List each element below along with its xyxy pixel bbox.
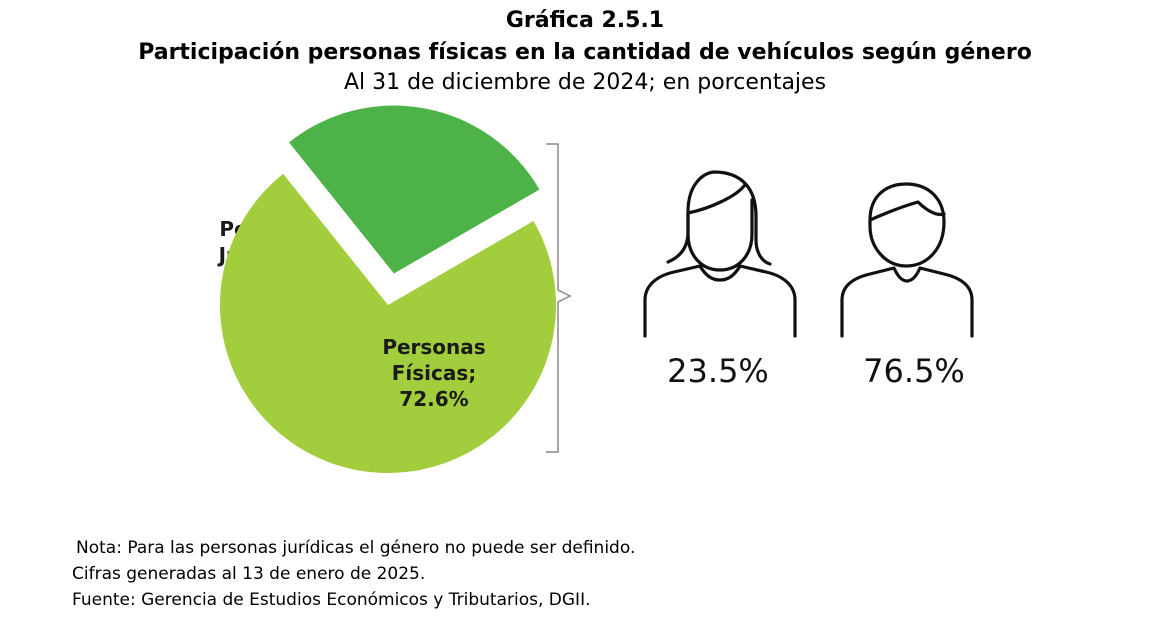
note-text: Nota: Para las personas jurídicas el gén… <box>76 538 636 558</box>
figure-number: Gráfica 2.5.1 <box>505 8 665 33</box>
man-icon <box>840 182 974 338</box>
chart-title: Participación personas físicas en la can… <box>138 40 1032 65</box>
slice-label-fisicas: Personas Físicas; 72.6% <box>382 335 485 411</box>
woman-icon <box>643 170 797 338</box>
gender-pictograph <box>643 170 974 338</box>
pct-label-men: 76.5% <box>863 352 965 390</box>
pie-slice-fisicas <box>219 173 556 474</box>
pie-slice-juridicas <box>289 105 540 274</box>
data-date-text: Cifras generadas al 13 de enero de 2025. <box>72 564 426 584</box>
chart-subtitle: Al 31 de diciembre de 2024; en porcentaj… <box>343 70 827 95</box>
source-text: Fuente: Gerencia de Estudios Económicos … <box>72 590 591 610</box>
pct-label-women: 23.5% <box>667 352 769 390</box>
notes: Nota: Para las personas jurídicas el gén… <box>72 535 635 613</box>
pie-chart: PersonasJurídicas;27.4%PersonasFísicas;7… <box>217 105 556 474</box>
chart-title-block: Gráfica 2.5.1 Participación personas fís… <box>0 6 1170 98</box>
grouping-bracket <box>546 143 572 453</box>
